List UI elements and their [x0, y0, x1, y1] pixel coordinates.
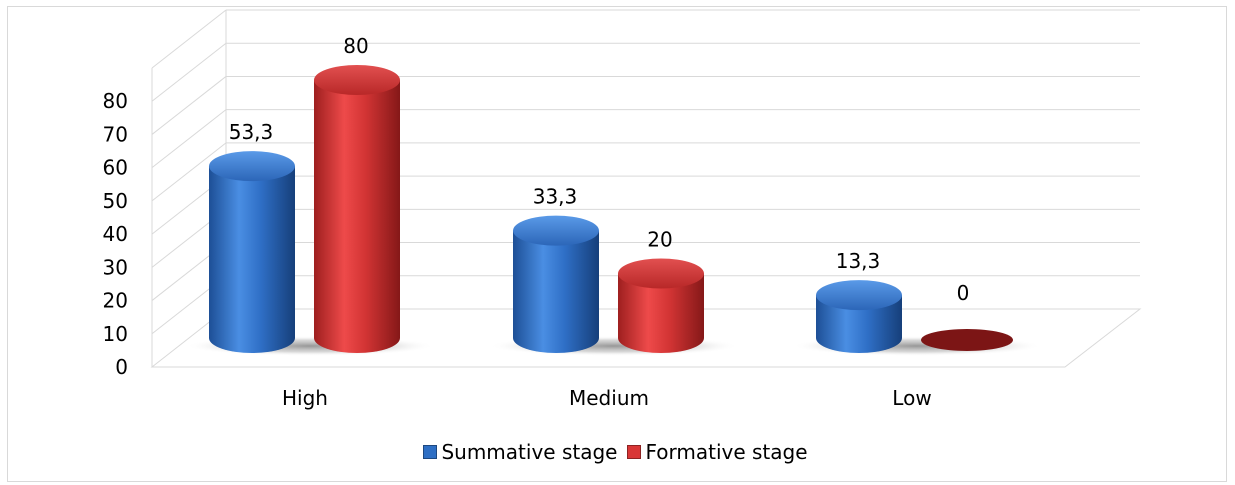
legend: Summative stage Formative stage	[0, 440, 1235, 464]
bar-body	[816, 295, 902, 353]
legend-item-formative: Formative stage	[627, 440, 808, 464]
y-tick-label: 10	[103, 322, 128, 346]
bar-series	[209, 65, 1013, 353]
bar-shadows	[185, 336, 1042, 356]
data-label: 20	[647, 228, 672, 252]
bar-top	[209, 151, 295, 182]
legend-label-formative: Formative stage	[645, 440, 808, 464]
bar-formative-low	[921, 329, 1013, 351]
y-tick-label: 40	[103, 222, 128, 246]
bar-formative-medium	[618, 258, 704, 353]
bar-summative-high	[209, 151, 295, 353]
bar-top	[513, 215, 599, 246]
y-tick-label: 50	[103, 189, 128, 213]
x-category-label: Low	[892, 386, 931, 410]
bar-summative-low	[816, 280, 902, 353]
y-tick-label: 60	[103, 156, 128, 180]
data-label: 33,3	[533, 185, 578, 209]
legend-swatch-formative	[627, 445, 642, 459]
x-category-label: Medium	[569, 386, 649, 410]
data-label: 80	[343, 34, 368, 58]
data-label: 0	[957, 281, 970, 305]
y-tick-label: 20	[103, 289, 128, 313]
gridline-side	[151, 42, 227, 102]
bar-body	[513, 230, 599, 353]
legend-swatch-summative	[423, 445, 438, 459]
y-tick-label: 80	[103, 89, 128, 113]
bar-top	[314, 65, 400, 95]
bar-summative-medium	[513, 215, 599, 353]
gridline-side	[151, 9, 227, 69]
bar-body	[314, 80, 400, 353]
gridline-side	[151, 109, 227, 169]
x-axis: High Medium Low	[282, 386, 932, 410]
bar-top	[618, 258, 704, 289]
legend-label-summative: Summative stage	[441, 440, 618, 464]
bar-top	[921, 329, 1013, 351]
data-label: 13,3	[836, 249, 881, 273]
gridline-side	[151, 142, 227, 202]
bar-chart: 0 10 20 30 40 50 60 70 80 53,3 33,3 13,3 80 20 0 High…	[103, 9, 1142, 410]
chart-floor	[150, 308, 1142, 368]
bar-top	[816, 280, 902, 311]
y-tick-label: 30	[103, 255, 128, 279]
data-labels: 53,3 33,3 13,3 80 20 0	[229, 34, 970, 305]
bar-formative-high	[314, 65, 400, 353]
y-tick-label: 70	[103, 122, 128, 146]
data-label: 53,3	[229, 120, 274, 144]
gridline-side	[151, 76, 227, 135]
legend-item-summative: Summative stage	[423, 440, 617, 464]
x-category-label: High	[282, 386, 328, 410]
y-tick-label: 0	[115, 355, 128, 379]
bar-body	[618, 273, 704, 353]
y-axis: 0 10 20 30 40 50 60 70 80	[103, 89, 128, 379]
bar-body	[209, 166, 295, 353]
